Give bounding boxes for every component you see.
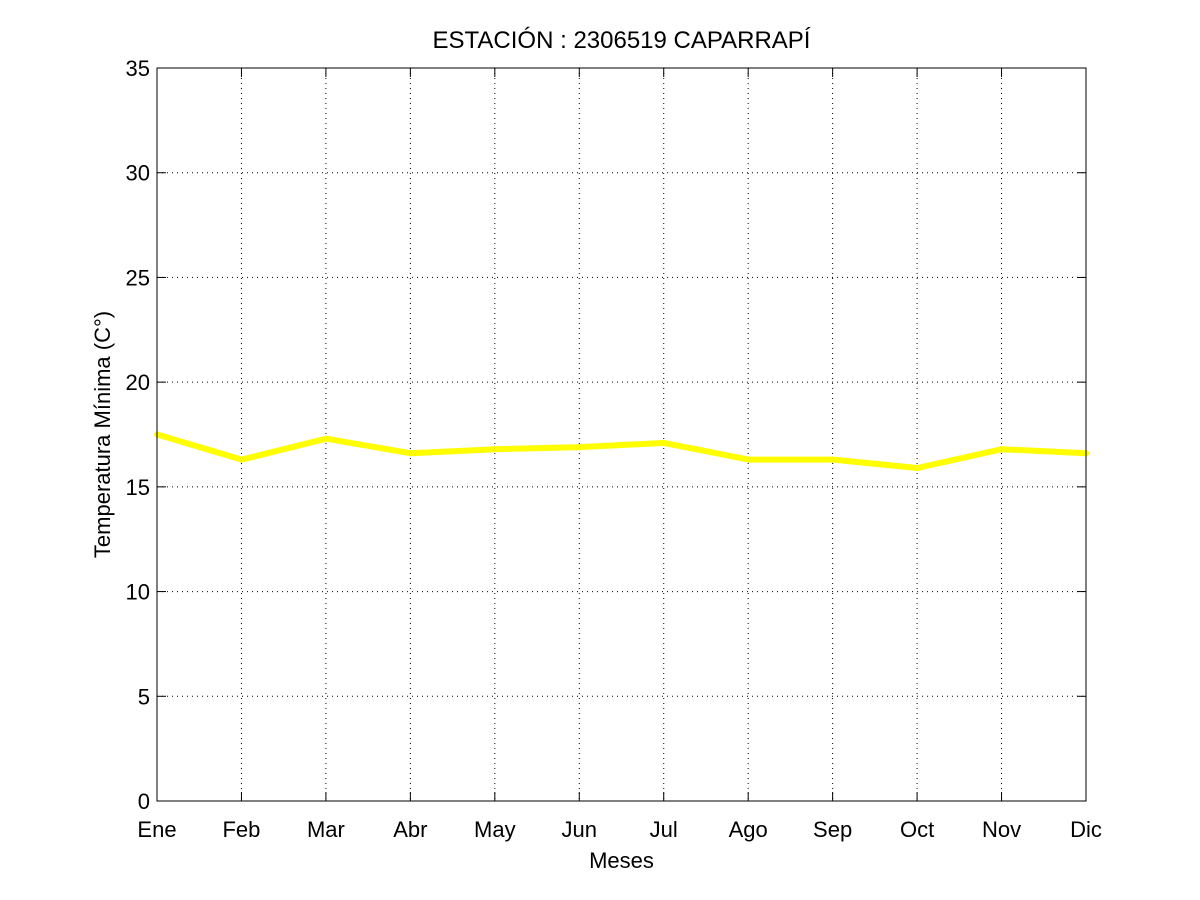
x-tick-label: Abr [393,817,427,842]
y-tick-label: 30 [126,161,150,186]
y-tick-labels: 0 5 10 15 20 25 30 35 [126,56,150,814]
x-tick-label: Oct [900,817,934,842]
data-point [829,456,836,463]
y-tick-label: 35 [126,56,150,81]
data-point [998,446,1005,453]
x-axis-title: Meses [589,848,654,873]
y-tick-label: 5 [138,684,150,709]
data-point [238,456,245,463]
y-tick-label: 15 [126,475,150,500]
data-point [322,435,329,442]
chart-title: ESTACIÓN : 2306519 CAPARRAPÍ [433,27,811,54]
y-tick-label: 10 [126,580,150,605]
plot-frame [156,67,1087,802]
x-tick-labels: Ene Feb Mar Abr May Jun Jul Ago Sep Oct Nov Dic [137,817,1101,842]
data-point [914,465,921,472]
data-point [660,439,667,446]
data-point [745,456,752,463]
x-tick-label: Mar [307,817,345,842]
x-tick-label: Dic [1070,817,1102,842]
x-tick-label: Jul [650,817,678,842]
data-point [407,450,414,457]
series-group [154,431,1089,472]
x-tick-label: Sep [813,817,852,842]
data-point [491,446,498,453]
x-tick-label: Nov [982,817,1021,842]
x-tick-label: May [474,817,516,842]
series-line [156,431,1087,471]
y-tick-label: 20 [126,370,150,395]
axis-ticks [156,67,1087,802]
y-tick-label: 25 [126,265,150,290]
data-point [576,444,583,451]
x-tick-label: Ago [729,817,768,842]
y-axis-title: Temperatura Mínima (C°) [90,311,115,558]
y-tick-label: 0 [138,789,150,814]
x-tick-label: Ene [137,817,176,842]
x-tick-label: Jun [562,817,597,842]
x-tick-label: Feb [222,817,260,842]
grid-lines [157,68,1086,801]
